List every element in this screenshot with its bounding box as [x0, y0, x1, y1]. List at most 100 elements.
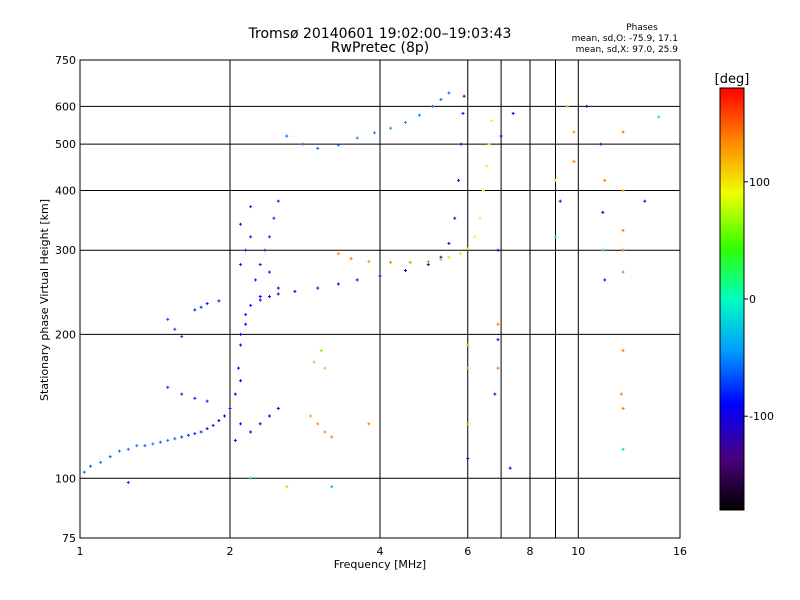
- data-point: [621, 130, 625, 134]
- data-point: [186, 433, 190, 437]
- x-axis-ticks: 1 2 4 6 8 10 16: [77, 545, 688, 558]
- data-point: [316, 286, 320, 290]
- y-axis-label: Stationary phase Virtual Height [km]: [38, 199, 51, 401]
- data-point: [603, 278, 607, 282]
- data-point: [135, 444, 139, 448]
- data-point: [349, 257, 353, 261]
- data-point: [217, 419, 221, 423]
- data-point: [263, 248, 267, 252]
- data-point: [258, 422, 262, 426]
- data-point: [166, 317, 170, 321]
- data-point: [285, 485, 289, 489]
- data-point: [180, 392, 184, 396]
- data-point: [565, 104, 569, 108]
- data-point: [389, 126, 393, 130]
- data-point: [82, 470, 86, 474]
- data-point: [253, 278, 257, 282]
- data-point: [478, 216, 482, 220]
- data-point: [621, 270, 625, 274]
- data-point: [239, 263, 243, 267]
- x-tick-label: 4: [377, 545, 384, 558]
- data-point: [496, 248, 500, 252]
- data-point: [487, 142, 491, 146]
- data-point: [249, 476, 253, 480]
- data-point: [301, 142, 305, 146]
- data-point: [466, 456, 470, 460]
- data-point: [621, 228, 625, 232]
- data-point: [330, 485, 334, 489]
- data-point: [462, 94, 466, 98]
- data-point: [236, 366, 240, 370]
- data-point: [389, 260, 393, 264]
- data-point: [308, 414, 312, 418]
- data-point: [258, 263, 262, 267]
- data-point: [619, 392, 623, 396]
- data-point: [336, 143, 340, 147]
- data-point: [276, 286, 280, 290]
- data-point: [117, 449, 121, 453]
- data-point: [166, 438, 170, 442]
- data-point: [233, 392, 237, 396]
- colorbar-tick-label: -100: [749, 410, 774, 423]
- data-point: [285, 134, 289, 138]
- data-point: [173, 327, 177, 331]
- data-point: [228, 406, 232, 410]
- data-point: [403, 121, 407, 125]
- data-point: [293, 289, 297, 293]
- data-point: [417, 113, 421, 117]
- data-point: [493, 392, 497, 396]
- colorbar-gradient: [719, 87, 745, 511]
- data-point: [403, 269, 407, 273]
- data-point: [481, 188, 485, 192]
- data-point: [99, 460, 103, 464]
- data-point: [601, 248, 605, 252]
- data-point: [447, 241, 451, 245]
- data-point: [180, 334, 184, 338]
- data-point: [126, 480, 130, 484]
- data-point: [572, 130, 576, 134]
- data-point: [558, 199, 562, 203]
- data-point: [621, 188, 625, 192]
- data-point: [511, 111, 515, 115]
- data-point: [193, 432, 197, 436]
- data-point: [205, 302, 209, 306]
- data-point: [126, 447, 130, 451]
- data-point: [439, 98, 443, 102]
- data-point: [244, 322, 248, 326]
- data-point: [323, 430, 327, 434]
- y-tick-label: 100: [55, 472, 76, 485]
- data-point: [330, 435, 334, 439]
- data-point: [223, 414, 227, 418]
- data-points: [82, 91, 661, 489]
- data-point: [143, 444, 147, 448]
- data-point: [459, 142, 463, 146]
- x-tick-label: 16: [673, 545, 687, 558]
- y-tick-label: 600: [55, 100, 76, 113]
- data-point: [158, 440, 162, 444]
- data-point: [180, 435, 184, 439]
- data-point: [621, 349, 625, 353]
- data-point: [312, 360, 316, 364]
- data-point: [572, 159, 576, 163]
- chart-title: Tromsø 20140601 19:02:00–19:03:43: [248, 26, 512, 42]
- data-point: [355, 278, 359, 282]
- colorbar-ticks: 100 0 -100: [744, 176, 774, 423]
- data-point: [439, 257, 443, 261]
- data-point: [258, 295, 262, 299]
- data-point: [657, 115, 661, 119]
- data-point: [367, 422, 371, 426]
- data-point: [193, 396, 197, 400]
- data-point: [466, 247, 470, 251]
- phase-info-line1: mean, sd,O: -75.9, 17.1: [572, 34, 678, 44]
- data-point: [367, 260, 371, 264]
- x-tick-label: 1: [77, 545, 84, 558]
- data-point: [233, 438, 237, 442]
- data-point: [603, 178, 607, 182]
- data-point: [553, 178, 557, 182]
- data-point: [239, 422, 243, 426]
- data-point: [473, 235, 477, 239]
- data-point: [249, 303, 253, 307]
- data-point: [89, 464, 93, 468]
- colorbar-tick-label: 100: [749, 176, 770, 189]
